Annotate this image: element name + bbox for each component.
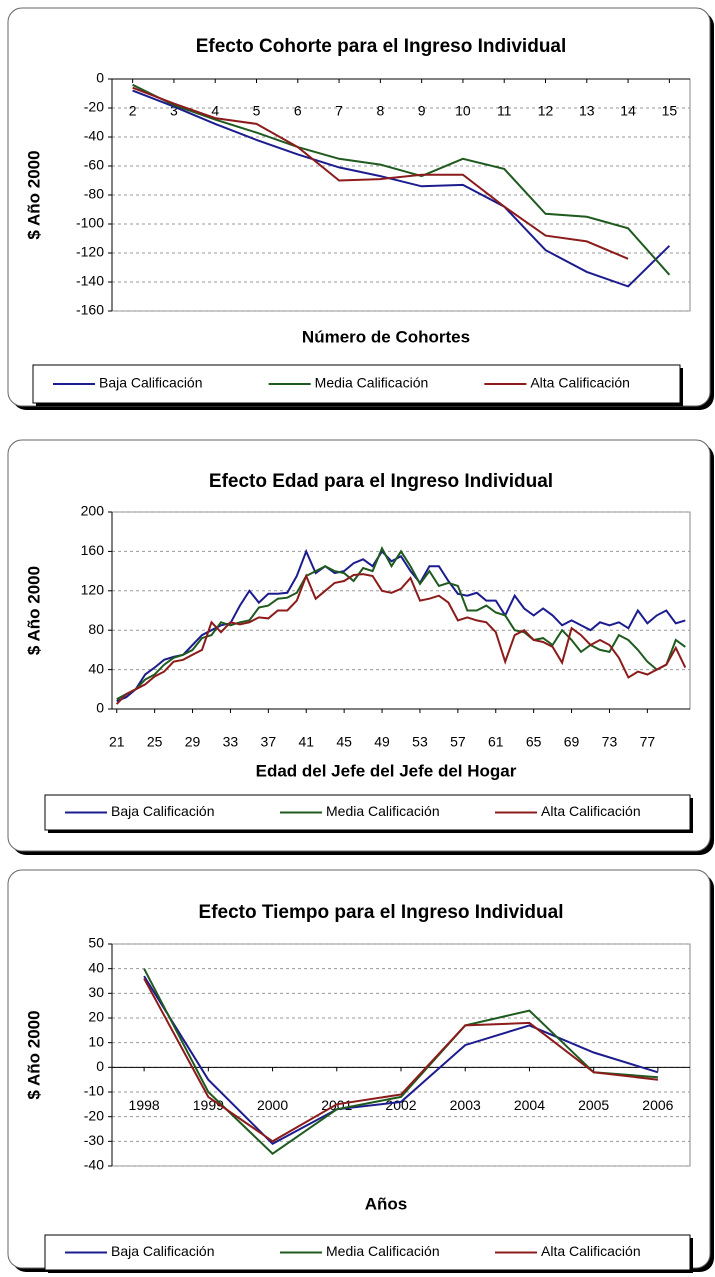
x-tick-label: 69 — [564, 734, 580, 750]
chart-title: Efecto Tiempo para el Ingreso Individual — [199, 902, 564, 923]
x-axis-title: Número de Cohortes — [302, 327, 470, 346]
x-tick-label: 49 — [374, 734, 390, 750]
x-tick-label: 12 — [538, 103, 554, 119]
y-axis-title: $ Año 2000 — [24, 1010, 43, 1099]
series-line — [143, 975, 659, 1146]
legend-label: Baja Calificación — [99, 375, 203, 391]
x-tick-label: 8 — [376, 103, 384, 119]
x-tick-label: 6 — [294, 103, 302, 119]
y-tick-label: 0 — [96, 700, 104, 716]
y-tick-label: 20 — [88, 1009, 104, 1025]
series-line — [132, 83, 671, 276]
x-tick-label: 2 — [129, 103, 137, 119]
y-tick-label: -140 — [76, 273, 104, 289]
legend-label: Alta Calificación — [541, 803, 641, 819]
legend-label: Media Calificación — [326, 803, 440, 819]
x-tick-label: 5 — [253, 103, 261, 119]
x-tick-label: 3 — [170, 103, 178, 119]
y-tick-label: -20 — [84, 1107, 104, 1123]
x-tick-label: 61 — [488, 734, 504, 750]
chart-title: Efecto Edad para el Ingreso Individual — [209, 471, 553, 492]
series-line — [143, 978, 659, 1143]
x-tick-label: 37 — [261, 734, 277, 750]
y-tick-label: -10 — [84, 1083, 104, 1099]
series-line — [115, 573, 687, 705]
legend-label: Media Calificación — [326, 1243, 440, 1259]
x-tick-label: 9 — [418, 103, 426, 119]
x-axis-title: Edad del Jefe del Jefe del Hogar — [256, 761, 517, 780]
y-tick-label: 0 — [96, 70, 104, 86]
series-line — [132, 86, 629, 260]
x-tick-label: 21 — [109, 734, 125, 750]
legend-label: Baja Calificación — [111, 803, 215, 819]
x-tick-label: 11 — [497, 103, 512, 119]
plot-area — [111, 943, 691, 1167]
x-axis-title: Años — [365, 1194, 408, 1213]
chart-title: Efecto Cohorte para el Ingreso Individua… — [196, 36, 567, 57]
y-tick-label: 40 — [88, 660, 104, 676]
x-tick-label: 2002 — [385, 1097, 416, 1113]
y-axis-title: $ Año 2000 — [24, 566, 43, 655]
y-tick-label: 50 — [88, 935, 104, 951]
legend-label: Alta Calificación — [530, 375, 630, 391]
x-tick-label: 10 — [455, 103, 471, 119]
x-tick-label: 65 — [526, 734, 542, 750]
legend-label: Media Calificación — [315, 375, 429, 391]
series-line — [116, 548, 686, 703]
x-tick-label: 45 — [336, 734, 352, 750]
x-tick-label: 29 — [185, 734, 201, 750]
legend-label: Alta Calificación — [541, 1243, 641, 1259]
y-tick-label: 10 — [88, 1033, 104, 1049]
x-tick-label: 2004 — [514, 1097, 545, 1113]
x-tick-label: 13 — [579, 103, 595, 119]
y-tick-label: 80 — [88, 621, 104, 637]
legend-label: Baja Calificación — [111, 1243, 215, 1259]
y-tick-label: -60 — [84, 157, 104, 173]
y-tick-label: -40 — [84, 128, 104, 144]
x-tick-label: 2003 — [450, 1097, 481, 1113]
legend — [44, 794, 691, 831]
y-axis-title: $ Año 2000 — [24, 150, 43, 239]
x-tick-label: 4 — [211, 103, 219, 119]
x-tick-label: 77 — [640, 734, 656, 750]
y-tick-label: -30 — [84, 1132, 104, 1148]
x-tick-label: 41 — [298, 734, 314, 750]
x-tick-label: 14 — [620, 103, 636, 119]
y-tick-label: -80 — [84, 186, 104, 202]
y-tick-label: -100 — [76, 215, 104, 231]
x-tick-label: 25 — [147, 734, 163, 750]
y-tick-label: 160 — [81, 542, 105, 558]
x-tick-label: 57 — [450, 734, 466, 750]
x-tick-label: 2006 — [642, 1097, 673, 1113]
y-tick-label: 120 — [81, 582, 105, 598]
y-tick-label: 0 — [96, 1058, 104, 1074]
plot-area — [111, 511, 691, 710]
y-tick-label: -40 — [84, 1157, 104, 1173]
y-tick-label: -120 — [76, 244, 104, 260]
legend — [32, 364, 681, 404]
x-tick-label: 1998 — [129, 1097, 160, 1113]
y-tick-label: 200 — [81, 503, 105, 519]
x-tick-label: 2005 — [578, 1097, 609, 1113]
y-tick-label: 30 — [88, 984, 104, 1000]
legend — [44, 1234, 691, 1271]
x-tick-label: 2000 — [257, 1097, 288, 1113]
series-line — [132, 89, 671, 288]
x-tick-label: 15 — [662, 103, 678, 119]
y-tick-label: -160 — [76, 302, 104, 318]
x-tick-label: 53 — [412, 734, 428, 750]
x-tick-label: 33 — [223, 734, 239, 750]
x-tick-label: 7 — [335, 103, 343, 119]
x-tick-label: 73 — [602, 734, 618, 750]
y-tick-label: 40 — [88, 959, 104, 975]
y-tick-label: -20 — [84, 99, 104, 115]
